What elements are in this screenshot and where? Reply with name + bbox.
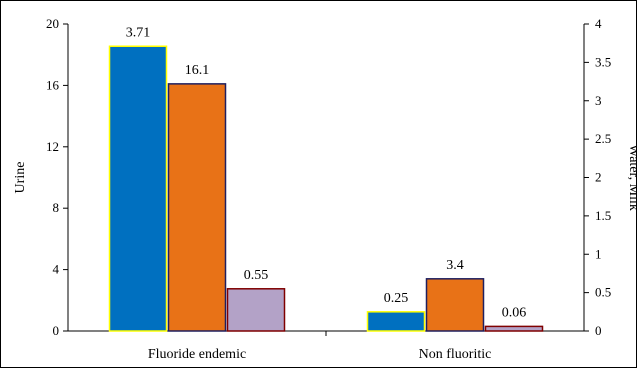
y2-tick-label: 1: [595, 246, 602, 261]
data-label: 0.55: [244, 268, 269, 283]
y2-tick-label: 3: [595, 93, 602, 108]
y2-tick-label: 4: [595, 16, 602, 31]
bar: [167, 83, 227, 332]
x-category-label: Fluoride endemic: [148, 347, 246, 362]
axes: 0 4 8 12 16 20 0 0.5 1 1.5 2 2.5 3 3.5 4 Fluoride endem…: [46, 16, 611, 362]
x-category-label: Non fluoritic: [419, 347, 492, 362]
bar: [226, 288, 286, 332]
bar: [108, 45, 168, 332]
y2-tick-label: 0.5: [595, 285, 611, 300]
y-tick-label: 16: [46, 77, 60, 92]
y-tick-label: 4: [53, 262, 60, 277]
y-axis-title: Urine: [13, 162, 28, 194]
y2-tick-label: 3.5: [595, 54, 611, 69]
y-tick-label: 0: [53, 323, 60, 338]
data-label: 16.1: [185, 63, 210, 78]
bar: [484, 325, 544, 332]
data-labels: 3.71 16.1 0.55 0.25 3.4 0.06: [126, 25, 527, 320]
data-label: 0.25: [384, 291, 409, 306]
y2-axis-title: Water, Milk: [626, 144, 637, 211]
bar: [425, 278, 485, 332]
y-tick-label: 20: [46, 16, 59, 31]
y-tick-label: 8: [53, 200, 60, 215]
y-tick-label: 12: [46, 139, 59, 154]
y2-tick-label: 2: [595, 170, 602, 185]
bar: [366, 311, 426, 332]
bars: [108, 45, 544, 332]
data-label: 0.06: [502, 305, 527, 320]
data-label: 3.4: [446, 258, 464, 273]
y2-tick-label: 1.5: [595, 208, 611, 223]
y2-tick-label: 0: [595, 323, 602, 338]
y2-tick-label: 2.5: [595, 131, 611, 146]
data-label: 3.71: [126, 25, 151, 40]
